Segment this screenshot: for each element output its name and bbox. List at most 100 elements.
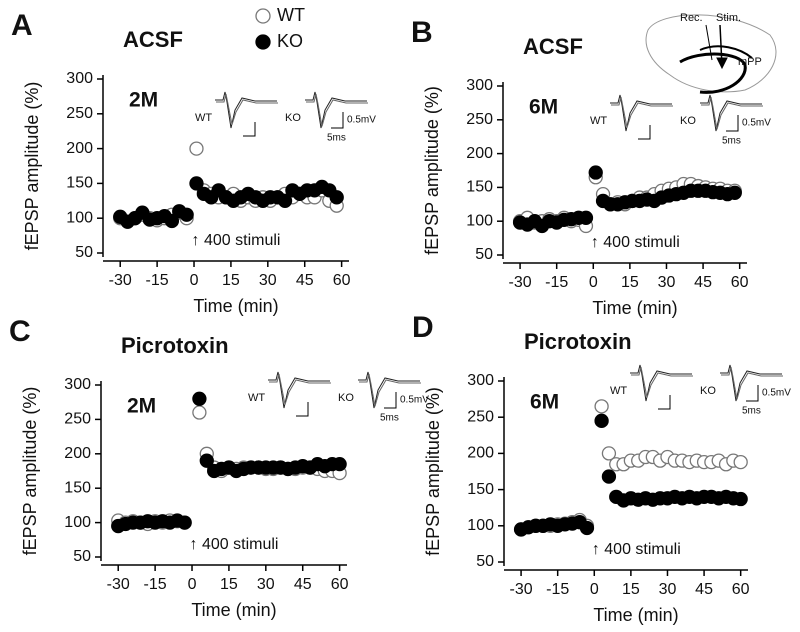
data-point bbox=[594, 399, 609, 414]
data-point bbox=[579, 520, 595, 536]
scale-label: 0.5mV bbox=[762, 388, 791, 399]
inset-label: KO bbox=[680, 115, 696, 127]
scale-label: 0.5mV bbox=[400, 395, 429, 406]
x-tick-label: -30 bbox=[510, 581, 533, 598]
x-tick-label: 0 bbox=[188, 576, 197, 593]
y-tick-label: 300 bbox=[467, 372, 494, 389]
data-point bbox=[277, 193, 293, 208]
y-tick-label: 150 bbox=[64, 479, 91, 496]
panel-letter: D bbox=[412, 311, 434, 344]
x-tick-label: 15 bbox=[622, 581, 640, 598]
age-label: 6M bbox=[530, 391, 559, 414]
y-tick-label: 100 bbox=[466, 212, 493, 229]
x-tick-label: -15 bbox=[144, 576, 167, 593]
trace bbox=[631, 366, 693, 398]
x-tick-label: 15 bbox=[621, 274, 639, 291]
scale-bar bbox=[331, 112, 344, 129]
x-tick-label: 45 bbox=[694, 274, 712, 291]
trace bbox=[610, 94, 672, 132]
scale-label: 5ms bbox=[327, 133, 346, 144]
scale-bar bbox=[746, 385, 759, 402]
trace bbox=[630, 364, 692, 402]
data-point bbox=[199, 453, 214, 468]
trace bbox=[359, 373, 421, 407]
x-tick-label: 15 bbox=[220, 576, 238, 593]
x-axis-label: Time (min) bbox=[191, 600, 276, 620]
schematic-label: Stim. bbox=[716, 12, 741, 24]
panel-letter: C bbox=[9, 315, 31, 348]
y-axis-label: fEPSP amplitude (%) bbox=[22, 82, 42, 251]
x-tick-label: 60 bbox=[333, 272, 351, 289]
y-tick-label: 150 bbox=[467, 481, 494, 498]
x-tick-label: 15 bbox=[222, 272, 240, 289]
trace bbox=[700, 94, 762, 132]
trace bbox=[721, 366, 783, 400]
panel-title: ACSF bbox=[523, 34, 583, 59]
x-tick-label: -30 bbox=[107, 576, 130, 593]
x-tick-label: 0 bbox=[190, 272, 199, 289]
x-tick-label: 0 bbox=[590, 581, 599, 598]
annotation: ↑ 400 stimuli bbox=[192, 232, 281, 249]
data-point bbox=[189, 176, 204, 191]
data-point bbox=[727, 185, 742, 200]
schematic bbox=[645, 14, 777, 94]
y-tick-label: 50 bbox=[73, 548, 91, 565]
panel-title: ACSF bbox=[123, 27, 183, 52]
x-axis-label: Time (min) bbox=[593, 605, 678, 625]
data-point bbox=[733, 454, 748, 470]
y-tick-label: 300 bbox=[64, 376, 91, 393]
legend-marker bbox=[255, 8, 271, 24]
y-tick-label: 200 bbox=[466, 145, 493, 162]
x-tick-label: 30 bbox=[257, 576, 275, 593]
annotation: ↑ 400 stimuli bbox=[591, 234, 680, 251]
y-tick-label: 50 bbox=[75, 244, 93, 261]
y-tick-label: 50 bbox=[475, 246, 493, 263]
data-point bbox=[189, 141, 204, 156]
x-tick-label: 45 bbox=[294, 576, 312, 593]
scale-label: 5ms bbox=[742, 406, 761, 417]
x-tick-label: 30 bbox=[259, 272, 277, 289]
y-tick-label: 300 bbox=[66, 70, 93, 87]
y-tick-label: 300 bbox=[466, 77, 493, 94]
y-tick-label: 250 bbox=[467, 408, 494, 425]
schematic-label: Rec. bbox=[680, 12, 703, 24]
x-tick-label: 45 bbox=[695, 581, 713, 598]
x-tick-label: 30 bbox=[659, 581, 677, 598]
y-tick-label: 50 bbox=[476, 553, 494, 570]
y-tick-label: 100 bbox=[64, 514, 91, 531]
trace bbox=[216, 93, 278, 125]
x-tick-label: 45 bbox=[296, 272, 314, 289]
y-tick-label: 250 bbox=[66, 105, 93, 122]
scale-bar bbox=[726, 115, 739, 132]
annotation: ↑ 400 stimuli bbox=[592, 541, 681, 558]
y-axis-label: fEPSP amplitude (%) bbox=[20, 387, 40, 556]
y-tick-label: 200 bbox=[64, 445, 91, 462]
data-point bbox=[594, 413, 609, 428]
y-tick-label: 250 bbox=[64, 411, 91, 428]
y-tick-label: 100 bbox=[467, 517, 494, 534]
scale-label: 5ms bbox=[380, 413, 399, 424]
data-point bbox=[179, 207, 194, 222]
y-tick-label: 200 bbox=[467, 445, 494, 462]
inset-label: WT bbox=[590, 115, 607, 127]
panel-letter: A bbox=[11, 9, 33, 42]
inset-label: KO bbox=[285, 112, 301, 124]
trace bbox=[701, 96, 763, 130]
x-tick-label: -15 bbox=[545, 274, 568, 291]
trace bbox=[269, 373, 331, 405]
scale-bar bbox=[243, 122, 256, 137]
trace bbox=[305, 91, 367, 129]
data-point bbox=[578, 210, 594, 225]
y-tick-label: 250 bbox=[466, 111, 493, 128]
x-tick-label: 60 bbox=[331, 576, 349, 593]
x-axis-label: Time (min) bbox=[592, 298, 677, 318]
inset-label: KO bbox=[338, 392, 354, 404]
trace bbox=[720, 364, 782, 402]
y-tick-label: 150 bbox=[66, 175, 93, 192]
data-point bbox=[601, 469, 617, 484]
x-axis-label: Time (min) bbox=[193, 296, 278, 316]
panel-title: Picrotoxin bbox=[524, 329, 632, 354]
y-tick-label: 100 bbox=[66, 209, 93, 226]
x-tick-label: -15 bbox=[546, 581, 569, 598]
